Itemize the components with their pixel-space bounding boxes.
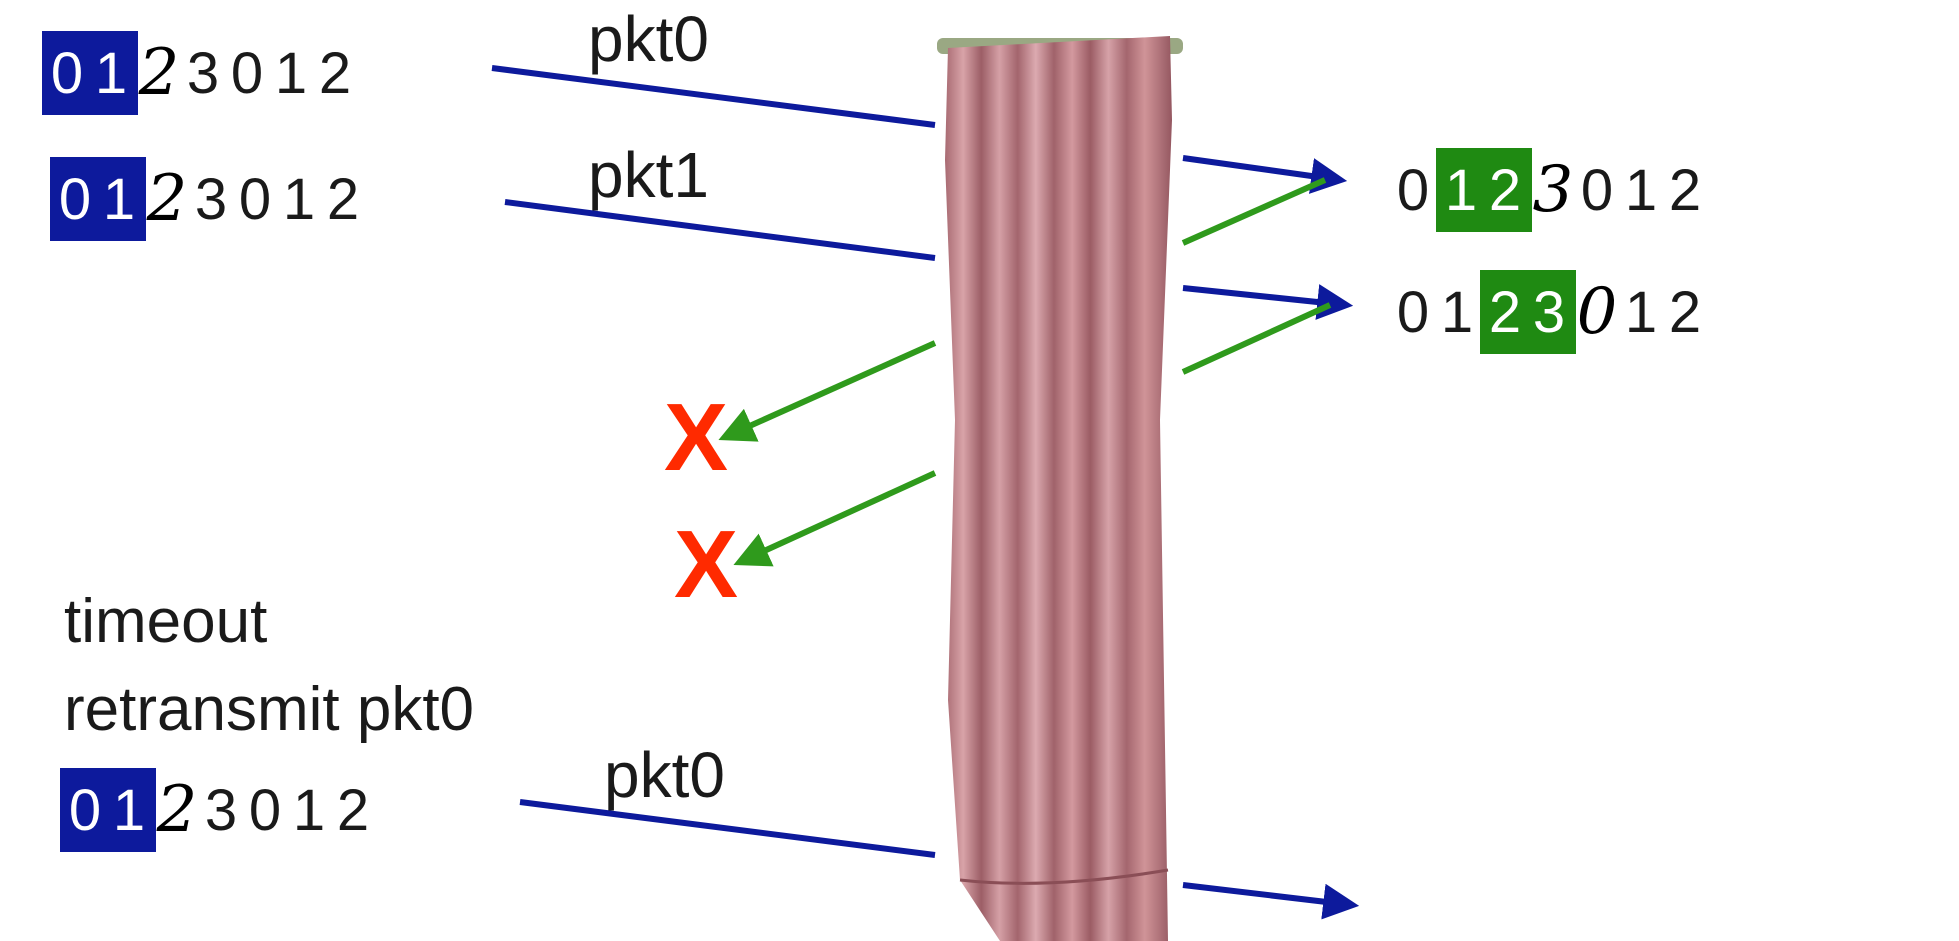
seq-digit: 1 (274, 40, 310, 106)
seq-digit: 2 (1668, 157, 1704, 223)
seq-digit: 0 (58, 166, 94, 232)
arrow-pkt0-deliver (1182, 155, 1348, 194)
arrow-pkt1-deliver (1182, 284, 1354, 320)
seq-digit: 1 (1624, 157, 1660, 223)
seq-digit: 1 (282, 166, 318, 232)
arrow-pkt0-retransmit (519, 799, 936, 858)
seq-digit: 0 (68, 777, 104, 843)
seq-digit: 2 (336, 777, 372, 843)
packet-label-pkt0-retransmit: pkt0 (604, 739, 725, 811)
seq-digit: 0 (1396, 279, 1432, 345)
seq-digit: 2 (156, 773, 200, 847)
sender-row-2: 0 1 2 3 0 1 2 (50, 157, 366, 241)
seq-digit: 0 (1576, 275, 1620, 349)
receiver-window-2: 2 3 (1480, 270, 1576, 354)
seq-digit: 1 (1624, 279, 1660, 345)
seq-digit: 1 (1444, 157, 1480, 223)
seq-digit: 3 (194, 166, 230, 232)
seq-digit: 0 (230, 40, 266, 106)
receiver-row-2: 0 1 2 3 0 1 2 (1392, 270, 1708, 354)
seq-digit: 3 (1532, 279, 1568, 345)
seq-digit: 2 (138, 36, 182, 110)
ack-arrow-2-lost (733, 470, 937, 567)
seq-digit: 2 (318, 40, 354, 106)
seq-digit: 0 (1396, 157, 1432, 223)
seq-digit: 0 (238, 166, 274, 232)
packet-label-pkt1: pkt1 (588, 139, 709, 211)
seq-digit: 2 (326, 166, 362, 232)
seq-digit: 2 (1488, 279, 1524, 345)
arrow-pkt1-send (504, 199, 936, 261)
arrow-pkt0-retransmit-deliver (1182, 882, 1360, 920)
seq-digit: 2 (1488, 157, 1524, 223)
seq-digit: 0 (248, 777, 284, 843)
timeout-note-line1: timeout (64, 587, 268, 656)
receiver-window-1: 1 2 (1436, 148, 1532, 232)
seq-digit: 3 (204, 777, 240, 843)
seq-digit: 1 (94, 40, 130, 106)
lost-x-icon: X (674, 511, 739, 618)
lost-x-icon: X (664, 384, 729, 491)
curtain-icon (937, 36, 1183, 941)
ack-arrow-1-lost (718, 340, 937, 442)
sender-row-3: 0 1 2 3 0 1 2 (60, 768, 376, 852)
seq-digit: 3 (1532, 153, 1576, 227)
seq-digit: 0 (50, 40, 86, 106)
sender-window-3: 0 1 (60, 768, 156, 852)
ack-arrow-1-return (1181, 177, 1327, 246)
seq-digit: 0 (1580, 157, 1616, 223)
seq-digit: 2 (146, 162, 190, 236)
receiver-row-1: 0 1 2 3 0 1 2 (1392, 148, 1708, 232)
sender-window-2: 0 1 (50, 157, 146, 241)
packet-label-pkt0: pkt0 (588, 3, 709, 75)
ack-arrow-2-return (1181, 302, 1332, 375)
seq-digit: 1 (112, 777, 148, 843)
timeout-note-line2: retransmit pkt0 (64, 675, 475, 744)
seq-digit: 3 (186, 40, 222, 106)
arrow-pkt0-send (491, 65, 936, 128)
seq-digit: 2 (1668, 279, 1704, 345)
sender-row-1: 0 1 2 3 0 1 2 (42, 31, 358, 115)
seq-digit: 1 (1440, 279, 1476, 345)
seq-digit: 1 (102, 166, 138, 232)
seq-digit: 1 (292, 777, 328, 843)
sender-window-1: 0 1 (42, 31, 138, 115)
